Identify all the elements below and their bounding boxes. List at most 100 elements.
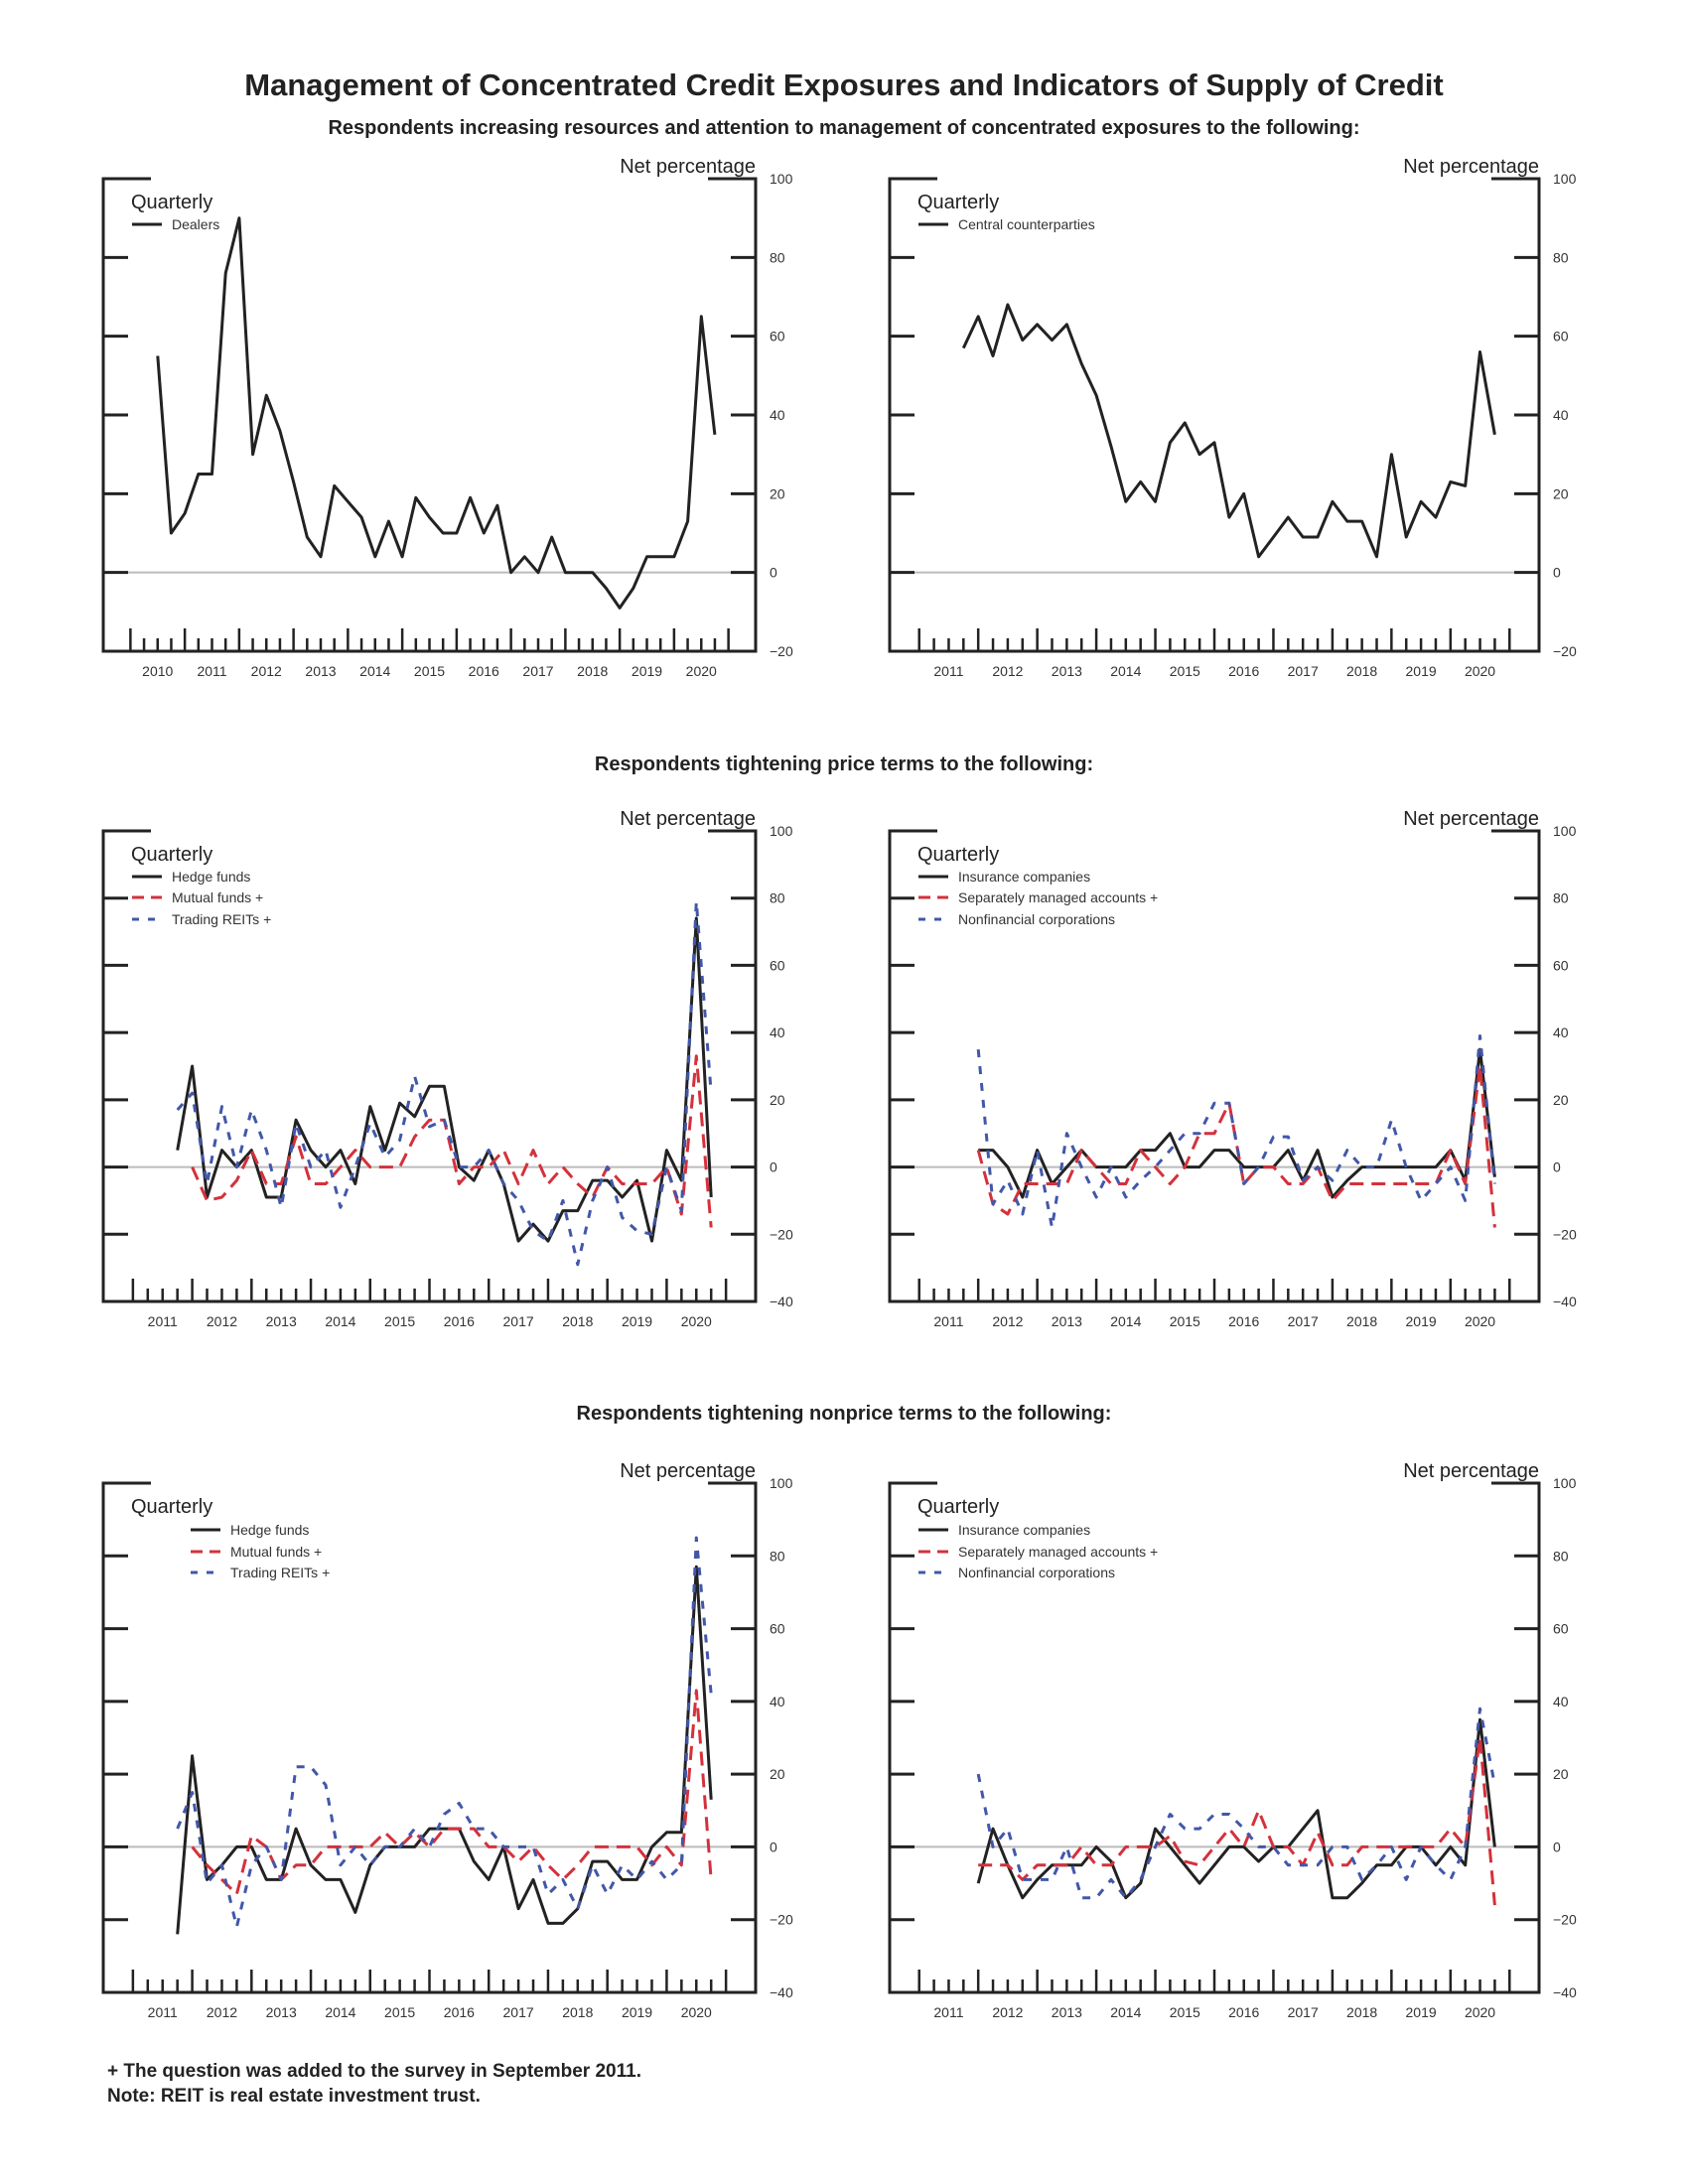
section-heading-price-terms: Respondents tightening price terms to th… — [594, 753, 1094, 775]
x-tick-label: 2011 — [148, 1313, 178, 1329]
chart-nonprice-terms-institutions: Net percentage −40 −20 0 20 40 60 80 100 2011 2012… — [888, 1460, 1577, 2020]
y-axis-label: Net percentage — [1403, 156, 1539, 178]
x-tick-label: 2010 — [142, 663, 173, 679]
legend-item: Mutual funds + — [191, 1544, 322, 1560]
x-tick-label: 2018 — [1346, 1313, 1377, 1329]
x-tick-label: 2014 — [1110, 1313, 1141, 1329]
series-line-mutual-funds — [191, 1689, 713, 1896]
x-tick-label: 2019 — [632, 663, 662, 679]
x-tick-label: 2019 — [622, 2004, 652, 2020]
legend-item: Central counterparties — [918, 216, 1095, 232]
y-tick-label: 40 — [770, 1694, 785, 1709]
x-tick-label: 2019 — [1406, 1313, 1437, 1329]
y-tick-label: 100 — [1553, 823, 1577, 839]
x-tick-label: 2020 — [681, 2004, 712, 2020]
y-tick-label: 0 — [1553, 1839, 1561, 1854]
y-tick-label: 80 — [1553, 1548, 1569, 1564]
legend-item: Insurance companies — [918, 1522, 1090, 1538]
legend-item: Separately managed accounts + — [918, 889, 1158, 905]
frequency-label: Quarterly — [917, 844, 999, 866]
x-tick-label: 2013 — [1052, 663, 1082, 679]
legend-item: Hedge funds — [132, 869, 250, 885]
y-tick-label: 100 — [770, 171, 793, 187]
y-tick-label: 20 — [1553, 1092, 1569, 1108]
x-tick-label: 2018 — [577, 663, 608, 679]
x-tick-label: 2016 — [1228, 2004, 1259, 2020]
series-line-insurance-companies — [978, 1047, 1496, 1199]
legend-label: Trading REITs + — [172, 911, 271, 927]
x-tick-label: 2016 — [444, 1313, 475, 1329]
series-line-mutual-funds — [191, 1054, 713, 1228]
y-tick-label: 40 — [770, 1024, 785, 1040]
y-axis-label: Net percentage — [1403, 1460, 1539, 1482]
y-tick-label: 0 — [1553, 565, 1561, 581]
legend-item: Nonfinancial corporations — [918, 911, 1115, 927]
x-tick-label: 2020 — [681, 1313, 712, 1329]
chart-dealers: Net percentage −20 0 20 40 60 80 100 2010 2011 201… — [101, 156, 793, 679]
legend-item: Nonfinancial corporations — [918, 1565, 1115, 1580]
y-axis-label: Net percentage — [620, 156, 756, 178]
legend-item: Hedge funds — [191, 1522, 309, 1538]
y-tick-label: −20 — [770, 1912, 793, 1928]
section-heading-concentrated-exposures: Respondents increasing resources and att… — [328, 117, 1360, 139]
x-tick-label: 2011 — [933, 2004, 963, 2020]
legend-item: Insurance companies — [918, 869, 1090, 885]
x-tick-label: 2018 — [562, 1313, 593, 1329]
legend-label: Mutual funds + — [230, 1544, 322, 1560]
y-axis-label: Net percentage — [620, 808, 756, 830]
legend-label: Trading REITs + — [230, 1565, 330, 1580]
x-tick-label: 2011 — [197, 663, 226, 679]
x-tick-label: 2011 — [933, 663, 963, 679]
x-tick-label: 2018 — [562, 2004, 593, 2020]
x-tick-label: 2011 — [933, 1313, 963, 1329]
legend-item: Separately managed accounts + — [918, 1544, 1158, 1560]
y-tick-label: 20 — [770, 485, 785, 501]
y-tick-label: −40 — [770, 1984, 793, 2000]
y-tick-label: 0 — [1553, 1160, 1561, 1175]
y-tick-label: 60 — [1553, 957, 1569, 973]
x-tick-label: 2016 — [444, 2004, 475, 2020]
x-tick-label: 2012 — [992, 1313, 1023, 1329]
x-tick-label: 2016 — [1228, 1313, 1259, 1329]
x-tick-label: 2014 — [1110, 2004, 1141, 2020]
x-tick-label: 2018 — [1346, 2004, 1377, 2020]
plot-area: Net percentage −40 −20 0 20 40 60 80 100 2011 2012… — [101, 1460, 793, 2020]
series-line-central-counterparties — [961, 303, 1496, 559]
x-tick-label: 2015 — [414, 663, 445, 679]
x-tick-label: 2017 — [1288, 2004, 1319, 2020]
x-tick-label: 2017 — [503, 1313, 534, 1329]
series-line-nonfinancial-corporations — [976, 1706, 1496, 1900]
y-tick-label: 40 — [1553, 1024, 1569, 1040]
legend-label: Dealers — [172, 216, 219, 232]
y-tick-label: −20 — [770, 1226, 793, 1242]
page-title: Management of Concentrated Credit Exposu… — [244, 68, 1444, 102]
x-tick-label: 2020 — [686, 663, 717, 679]
y-tick-label: 0 — [770, 1839, 777, 1854]
series-line-nonfinancial-corporations — [976, 1034, 1496, 1229]
legend-item: Mutual funds + — [132, 889, 263, 905]
chart-price-terms-funds: Net percentage −40 −20 0 20 40 60 80 100 2011 2012… — [101, 808, 793, 1329]
y-tick-label: 80 — [770, 249, 785, 265]
footnote-added-question: + The question was added to the survey i… — [107, 2061, 641, 2082]
x-tick-label: 2012 — [992, 663, 1023, 679]
x-tick-label: 2017 — [1288, 1313, 1319, 1329]
series-line-separately-managed-accounts — [978, 1736, 1496, 1906]
legend-label: Central counterparties — [958, 216, 1095, 232]
x-tick-label: 2015 — [384, 2004, 415, 2020]
footnote-reit-note: Note: REIT is real estate investment tru… — [107, 2086, 481, 2107]
legend-label: Hedge funds — [230, 1522, 309, 1538]
x-tick-label: 2016 — [469, 663, 499, 679]
x-tick-label: 2019 — [1406, 2004, 1437, 2020]
x-tick-label: 2014 — [325, 1313, 355, 1329]
x-tick-label: 2015 — [1170, 2004, 1200, 2020]
x-tick-label: 2011 — [148, 2004, 178, 2020]
y-tick-label: −20 — [1553, 1226, 1577, 1242]
x-tick-label: 2014 — [359, 663, 390, 679]
legend-item: Dealers — [132, 216, 219, 232]
frequency-label: Quarterly — [131, 192, 212, 213]
x-tick-label: 2016 — [1228, 663, 1259, 679]
legend-item: Trading REITs + — [191, 1565, 330, 1580]
frequency-label: Quarterly — [917, 1496, 999, 1518]
x-tick-label: 2013 — [266, 2004, 297, 2020]
plot-area: Net percentage −40 −20 0 20 40 60 80 100 2011 2012… — [888, 808, 1577, 1329]
